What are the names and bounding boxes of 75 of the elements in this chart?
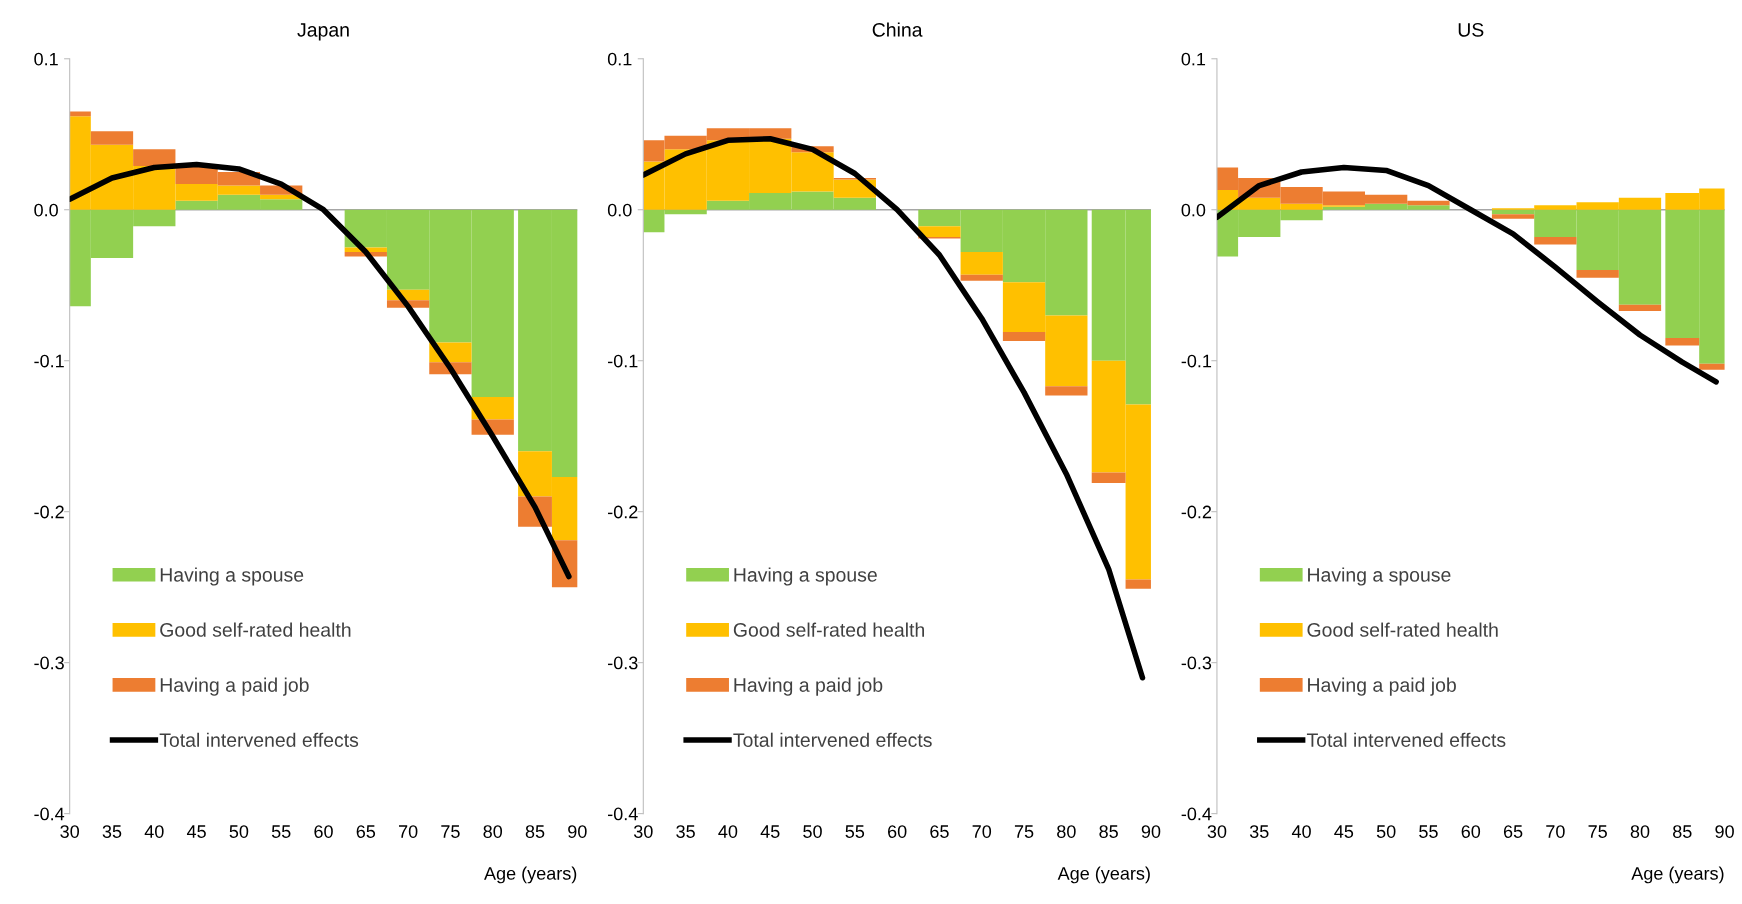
x-tick-label: 65	[356, 825, 376, 838]
y-tick-label: -0.1	[608, 354, 638, 368]
y-tick-label: -0.2	[34, 505, 64, 519]
x-tick-label: 45	[1334, 825, 1354, 838]
legend-label: Having a paid job	[734, 677, 883, 696]
legend-label: Total intervened effects	[1306, 732, 1506, 747]
y-tick-label: -0.1	[34, 354, 64, 368]
y-tick-label: 0.1	[34, 52, 58, 66]
chart-title: Japan	[297, 23, 349, 41]
x-tick-label: 30	[1207, 825, 1227, 838]
x-tick-label: 80	[483, 825, 503, 838]
x-axis-title: Age (years)	[1631, 866, 1724, 884]
chart-title: US	[1458, 22, 1484, 37]
y-tick-label: -0.4	[34, 807, 65, 821]
legend-label: Having a spouse	[160, 567, 304, 586]
x-tick-label: 75	[441, 825, 460, 838]
legend-label: Having a spouse	[1308, 567, 1451, 586]
y-tick-label: 0.1	[607, 52, 632, 66]
y-tick-label: -0.3	[34, 656, 64, 670]
x-tick-label: 70	[1546, 825, 1565, 838]
x-tick-label: 40	[1291, 825, 1311, 838]
x-tick-label: 85	[525, 825, 545, 838]
x-tick-label: 35	[1249, 825, 1269, 838]
x-tick-label: 75	[1588, 825, 1607, 838]
legend-label: Total intervened effects	[159, 732, 359, 747]
x-tick-label: 60	[888, 825, 907, 838]
x-tick-label: 85	[1099, 825, 1118, 838]
x-axis-title: Age (years)	[484, 866, 577, 884]
x-tick-label: 40	[718, 825, 738, 838]
x-tick-label: 50	[1376, 825, 1396, 838]
y-tick-label: 0.1	[1181, 52, 1206, 66]
x-tick-label: 40	[144, 825, 164, 838]
y-tick-label: 0.0	[607, 203, 632, 217]
legend-label: Total intervened effects	[733, 732, 932, 747]
y-tick-label: -0.1	[1181, 354, 1212, 368]
y-tick-label: -0.4	[1181, 807, 1212, 821]
legend-label: Having a paid job	[160, 677, 309, 696]
y-tick-label: 0.0	[34, 203, 58, 217]
y-tick-label: -0.3	[1181, 656, 1212, 670]
x-tick-label: 30	[60, 825, 80, 838]
y-tick-label: -0.2	[608, 505, 638, 519]
x-tick-label: 60	[314, 825, 333, 838]
x-tick-label: 65	[930, 825, 949, 838]
legend-label: Good self-rated health	[160, 622, 351, 637]
y-tick-label: 0.0	[1181, 203, 1206, 217]
x-tick-label: 45	[186, 825, 206, 838]
y-tick-label: -0.4	[608, 807, 638, 821]
x-tick-label: 35	[676, 825, 695, 838]
x-tick-label: 85	[1673, 825, 1692, 838]
x-tick-label: 55	[271, 825, 291, 838]
x-tick-label: 35	[102, 825, 122, 838]
x-tick-label: 55	[1419, 825, 1438, 838]
x-tick-label: 90	[568, 825, 587, 838]
x-tick-label: 75	[1014, 825, 1034, 838]
x-tick-label: 60	[1461, 825, 1481, 838]
chart-title: China	[872, 22, 923, 37]
legend-label: Having a paid job	[1308, 677, 1456, 696]
x-tick-label: 90	[1141, 825, 1161, 838]
x-tick-label: 80	[1057, 825, 1076, 838]
x-tick-label: 50	[803, 825, 822, 838]
x-tick-label: 45	[760, 825, 780, 838]
x-tick-label: 90	[1715, 825, 1734, 838]
y-tick-label: -0.3	[608, 656, 638, 670]
x-tick-label: 70	[398, 825, 418, 838]
y-tick-label: -0.2	[1181, 505, 1212, 519]
x-tick-label: 70	[972, 825, 992, 838]
x-axis-title: Age (years)	[1057, 866, 1150, 884]
x-tick-label: 30	[633, 825, 653, 838]
legend-label: Having a spouse	[734, 567, 877, 586]
x-tick-label: 65	[1503, 825, 1523, 838]
x-tick-label: 55	[845, 825, 865, 838]
legend-label: Good self-rated health	[1307, 622, 1498, 637]
x-tick-label: 80	[1630, 825, 1650, 838]
legend-label: Good self-rated health	[733, 622, 924, 637]
x-tick-label: 50	[229, 825, 249, 838]
